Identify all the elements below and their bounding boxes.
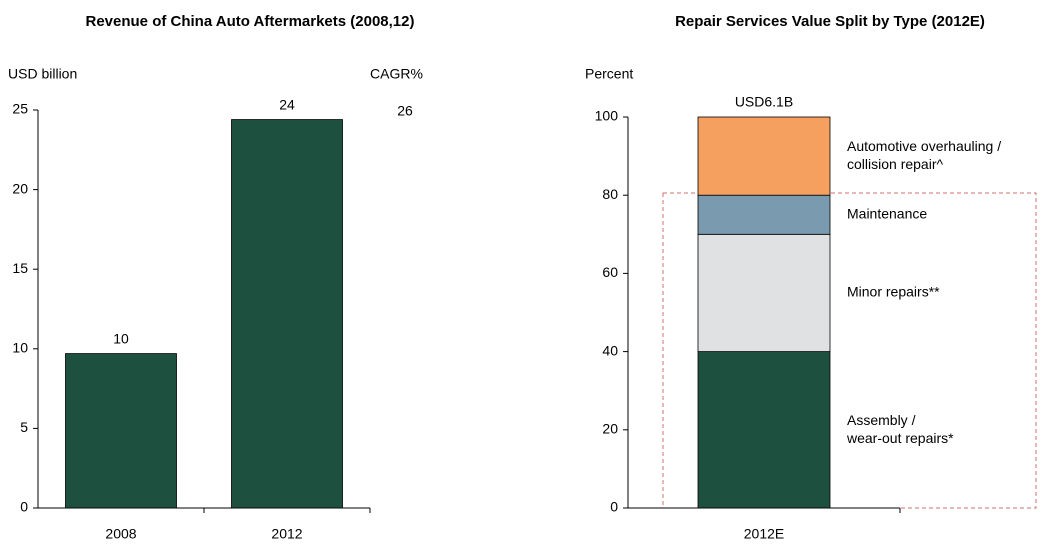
y-tick-label: 0 <box>610 499 618 515</box>
bar-segment <box>697 194 831 235</box>
x-tick-label: 2012E <box>744 526 784 542</box>
value-label: 24 <box>279 96 295 112</box>
y-tick-label: 15 <box>12 260 28 276</box>
bar-segment <box>697 351 831 509</box>
y-tick-label: 60 <box>602 264 618 280</box>
x-tick-label: 2008 <box>105 526 136 542</box>
legend-label: Assembly / wear-out repairs* <box>846 412 954 446</box>
bar <box>65 353 177 509</box>
bar <box>231 119 343 509</box>
legend-label: Maintenance <box>847 205 927 221</box>
y-axis-label: USD billion <box>8 66 77 82</box>
y-axis-label: Percent <box>585 66 633 82</box>
legend-label: Minor repairs** <box>847 284 940 300</box>
y-tick-label: 0 <box>20 499 28 515</box>
x-tick-label: 2012 <box>271 526 302 542</box>
y-tick-label: 10 <box>12 340 28 356</box>
bar-segment <box>697 116 831 196</box>
chart-title: Revenue of China Auto Aftermarkets (2008… <box>86 13 415 30</box>
annotation: CAGR% <box>370 66 423 82</box>
highlight-box <box>662 192 1037 509</box>
chart-title: Repair Services Value Split by Type (201… <box>675 13 985 30</box>
total-label: USD6.1B <box>735 94 793 110</box>
y-tick-label: 100 <box>595 108 619 124</box>
y-tick-label: 5 <box>20 419 28 435</box>
y-tick-label: 20 <box>12 180 28 196</box>
y-tick-label: 40 <box>602 342 618 358</box>
bar-segment <box>697 233 831 353</box>
annotation: 26 <box>397 103 413 119</box>
y-tick-label: 20 <box>602 421 618 437</box>
y-tick-label: 25 <box>12 101 28 117</box>
legend-label: Automotive overhauling / collision repair… <box>847 138 1001 172</box>
value-label: 10 <box>113 330 129 346</box>
y-tick-label: 80 <box>602 186 618 202</box>
